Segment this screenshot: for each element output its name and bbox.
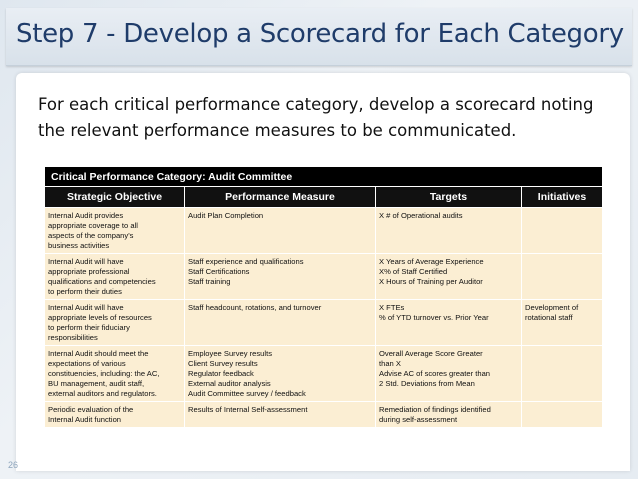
intro-line: the relevant performance measures to be … (38, 121, 517, 140)
cell-text-line: Internal Audit provides (48, 211, 124, 220)
cell-text-line: aspects of the company's (48, 231, 134, 240)
cell-text-line: appropriate levels of resources (48, 313, 152, 322)
cell-text-line: External auditor analysis (188, 379, 271, 388)
cell-text-line: external auditors and regulators. (48, 389, 157, 398)
table-row: Internal Audit will have appropriate prof… (44, 253, 604, 300)
cell-text-line: qualifications and competencies (48, 277, 156, 286)
measure-cell: Results of Internal Self-assessment (184, 401, 376, 428)
cell-text-line: responsibilities (48, 333, 98, 342)
measure-cell: Audit Plan Completion (184, 207, 376, 254)
page-number: 26 (8, 460, 19, 470)
cell-text-line: rotational staff (525, 313, 573, 322)
targets-cell: X Years of Average Experience X% of Staff… (375, 253, 522, 300)
header-performance-measure: Performance Measure (184, 186, 376, 208)
table-row: Internal Audit will have appropriate leve… (44, 299, 604, 346)
cell-text-line: Overall Average Score Greater (379, 349, 483, 358)
caption-row: Critical Performance Category: Audit Com… (43, 166, 604, 187)
cell-text-line: Audit Plan Completion (188, 211, 264, 220)
cell-text-line: X% of Staff Certified (379, 267, 448, 276)
cell-text-line: Periodic evaluation of the (48, 405, 134, 414)
cell-text-line: expectations of various (48, 359, 126, 368)
initiatives-cell (520, 401, 604, 428)
cell-text-line: Client Survey results (188, 359, 258, 368)
cell-text-line: 2 Std. Deviations from Mean (379, 379, 475, 388)
header-targets: Targets (375, 186, 522, 208)
cell-text-line: constituencies, including: the AC, (48, 369, 160, 378)
table-row: Periodic evaluation of the Internal Audit… (44, 401, 604, 428)
cell-text-line: X # of Operational audits (379, 211, 463, 220)
cell-text-line: Regulator feedback (188, 369, 254, 378)
cell-text-line: during self-assessment (379, 415, 458, 424)
cell-text-line: Internal Audit function (48, 415, 122, 424)
cell-text-line: Staff experience and qualifications (188, 257, 304, 266)
title-bar: Step 7 - Develop a Scorecard for Each Ca… (6, 8, 632, 66)
cell-text-line: appropriate coverage to all (48, 221, 138, 230)
targets-cell: X # of Operational audits (375, 207, 522, 254)
table-row: Internal Audit provides appropriate cover… (44, 207, 604, 254)
cell-text-line: Internal Audit will have (48, 303, 124, 312)
cell-text-line: to perform their fiduciary (48, 323, 130, 332)
header-row: Strategic Objective Performance Measure … (44, 186, 604, 208)
initiatives-cell (520, 207, 604, 254)
cell-text-line: Internal Audit will have (48, 257, 124, 266)
cell-text-line: Employee Survey results (188, 349, 272, 358)
cell-text-line: Development of (525, 303, 579, 312)
category-caption: Critical Performance Category: Audit Com… (43, 166, 604, 187)
measure-cell: Employee Survey results Client Survey res… (184, 345, 376, 402)
measure-cell: Staff experience and qualifications Staff… (184, 253, 376, 300)
initiatives-cell (520, 253, 604, 300)
table-row: Internal Audit should meet the expectatio… (44, 345, 604, 402)
cell-text-line: Advise AC of scores greater than (379, 369, 491, 378)
cell-text-line: Remediation of findings identified (379, 405, 491, 414)
cell-text-line: to perform their duties (48, 287, 122, 296)
targets-cell: X FTEs% of YTD turnover vs. Prior Year (375, 299, 522, 346)
scorecard-table: Critical Performance Category: Audit Com… (43, 166, 604, 428)
objective-cell: Internal Audit will have appropriate prof… (44, 253, 185, 300)
cell-text-line: Internal Audit should meet the (48, 349, 149, 358)
cell-text-line: X FTEs (379, 303, 405, 312)
targets-cell: Overall Average Score Greater than X Advis… (375, 345, 522, 402)
header-initiatives: Initiatives (520, 186, 604, 208)
intro-text: For each critical performance category, … (38, 92, 618, 144)
initiatives-cell: Development of rotational staff (520, 299, 604, 346)
cell-text-line: BU management, audit staff, (48, 379, 145, 388)
slide-title: Step 7 - Develop a Scorecard for Each Ca… (16, 19, 624, 49)
cell-text-line: Staff training (188, 277, 231, 286)
intro-line: For each critical performance category, … (38, 95, 594, 114)
cell-text-line: % of YTD turnover vs. Prior Year (379, 313, 489, 322)
objective-cell: Internal Audit should meet the expectatio… (44, 345, 185, 402)
cell-text-line: Results of Internal Self-assessment (188, 405, 308, 414)
cell-text-line: X Hours of Training per Auditor (379, 277, 483, 286)
cell-text-line: Staff Certifications (188, 267, 250, 276)
objective-cell: Internal Audit provides appropriate cover… (44, 207, 185, 254)
cell-text-line: X Years of Average Experience (379, 257, 484, 266)
objective-cell: Internal Audit will have appropriate leve… (44, 299, 185, 346)
header-strategic-objective: Strategic Objective (44, 186, 185, 208)
targets-cell: Remediation of findings identified during… (375, 401, 522, 428)
cell-text-line: Staff headcount, rotations, and turnover (188, 303, 322, 312)
cell-text-line: than X (379, 359, 401, 368)
objective-cell: Periodic evaluation of the Internal Audit… (44, 401, 185, 428)
cell-text-line: business activities (48, 241, 110, 250)
cell-text-line: appropriate professional (48, 267, 130, 276)
cell-text-line: Audit Committee survey / feedback (188, 389, 306, 398)
measure-cell: Staff headcount, rotations, and turnover (184, 299, 376, 346)
initiatives-cell (520, 345, 604, 402)
